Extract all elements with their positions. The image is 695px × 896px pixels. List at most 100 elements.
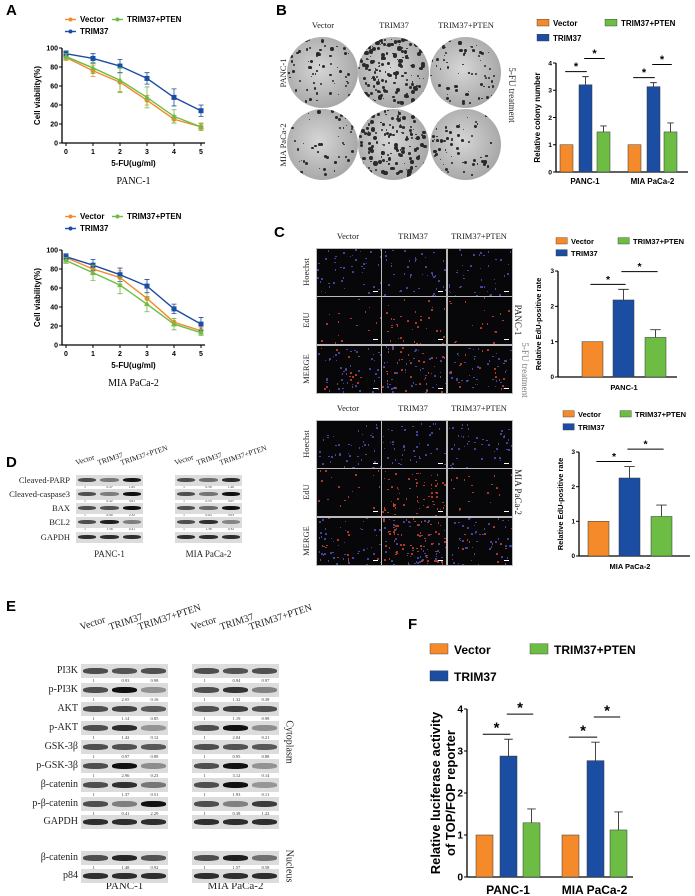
cell-nucleus	[401, 347, 404, 349]
cell-nucleus	[358, 370, 360, 372]
cell-nucleus	[510, 527, 512, 530]
colony	[470, 46, 473, 49]
cell-nucleus	[401, 454, 404, 456]
cell-nucleus	[476, 437, 478, 439]
colony	[291, 101, 295, 104]
cell-nucleus	[482, 533, 484, 536]
microscopy-image	[447, 296, 513, 346]
colony	[392, 133, 395, 137]
colony	[364, 51, 369, 56]
cell-nucleus	[426, 389, 428, 391]
cell-nucleus	[511, 543, 512, 546]
colony	[481, 98, 483, 100]
colony	[385, 129, 387, 131]
data-point	[90, 269, 96, 275]
cell-nucleus	[373, 286, 375, 289]
cell-nucleus	[359, 389, 362, 392]
cell-nucleus	[426, 390, 428, 393]
cell-nucleus	[383, 477, 386, 480]
colony	[334, 161, 337, 164]
protein-band	[252, 819, 277, 825]
cell-nucleus	[507, 515, 510, 517]
cell-nucleus	[421, 273, 424, 276]
cell-nucleus	[393, 447, 396, 450]
microscopy-image	[381, 468, 447, 518]
colony	[446, 61, 448, 64]
protein-band	[112, 706, 137, 712]
band-quantification: 1	[84, 499, 86, 503]
microscopy-image	[316, 344, 382, 394]
cell-nucleus	[431, 496, 434, 498]
cell-nucleus	[379, 353, 381, 356]
cell-nucleus	[326, 378, 328, 381]
cell-nucleus	[454, 294, 457, 296]
colony-plate	[430, 109, 501, 180]
cell-nucleus	[452, 427, 454, 429]
cell-nucleus	[429, 452, 432, 455]
cell-nucleus	[349, 255, 352, 258]
cell-nucleus	[443, 357, 446, 359]
protein-band	[221, 477, 240, 483]
colony	[346, 80, 348, 82]
cell-nucleus	[434, 423, 437, 425]
colony	[387, 153, 390, 156]
cell-nucleus	[389, 340, 392, 342]
colony	[415, 133, 418, 136]
colony	[435, 119, 438, 122]
cell-nucleus	[330, 476, 333, 479]
colony	[358, 119, 361, 122]
cell-nucleus	[394, 553, 397, 556]
x-tick-label: 1	[91, 351, 95, 358]
colony	[393, 40, 397, 44]
panel-label-f: F	[408, 616, 418, 633]
cell-nucleus	[471, 546, 474, 549]
protein-band	[78, 477, 97, 483]
bar-trim37	[578, 84, 593, 173]
colony	[401, 49, 405, 54]
colony	[433, 149, 437, 154]
data-point	[63, 53, 69, 59]
band-quantification: 0.53	[205, 499, 212, 503]
colony	[359, 157, 362, 159]
cell-nucleus	[431, 272, 433, 274]
colony	[345, 124, 348, 127]
cell-nucleus	[421, 253, 423, 255]
cell-nucleus	[497, 537, 500, 540]
colony	[471, 163, 475, 167]
colony	[392, 99, 396, 103]
cell-nucleus	[326, 544, 329, 547]
data-point	[90, 55, 96, 61]
colony	[438, 148, 441, 151]
protein-band	[122, 505, 141, 511]
colony	[430, 159, 433, 161]
cell-nucleus	[337, 556, 340, 559]
cell-nucleus	[442, 507, 445, 509]
cell-nucleus	[466, 380, 468, 382]
cell-nucleus	[415, 321, 417, 324]
colony	[418, 77, 421, 80]
cell-nucleus	[330, 537, 333, 540]
colony	[394, 74, 397, 77]
blot-row-label: p-PI3K	[48, 684, 78, 695]
column-header: TRIM37+PTEN	[451, 231, 507, 241]
colony	[435, 153, 438, 156]
cell-nucleus	[430, 523, 433, 526]
cell-nucleus	[397, 497, 400, 500]
cell-nucleus	[479, 327, 482, 329]
cell-nucleus	[443, 529, 446, 532]
colony	[431, 135, 435, 139]
cell-nucleus	[386, 312, 388, 314]
protein-band	[78, 505, 97, 511]
bar-vector	[627, 144, 642, 173]
cell-nucleus	[355, 384, 357, 387]
colony	[381, 42, 383, 44]
cell-nucleus	[385, 370, 388, 373]
cell-nucleus	[439, 376, 442, 378]
colony	[363, 76, 366, 80]
blot-row-label: β-catenin	[40, 779, 78, 790]
cell-nucleus	[467, 435, 470, 438]
colony	[395, 148, 400, 153]
cell-nucleus	[395, 550, 398, 553]
colony	[467, 140, 470, 143]
microscopy-image	[381, 516, 447, 566]
